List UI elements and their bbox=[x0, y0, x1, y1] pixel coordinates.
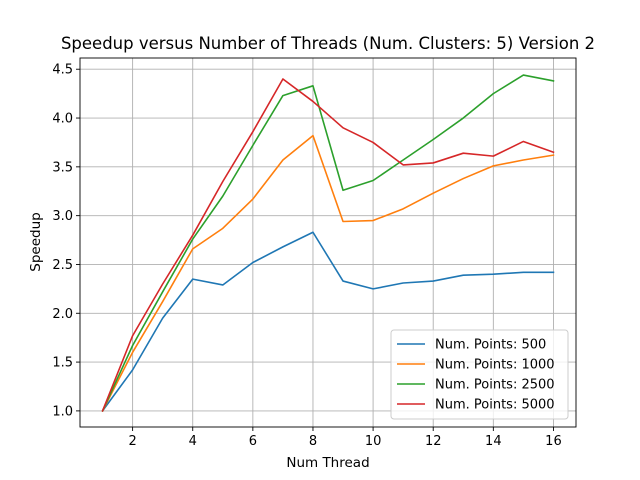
x-tick-label: 6 bbox=[249, 434, 257, 449]
chart-title: Speedup versus Number of Threads (Num. C… bbox=[61, 34, 595, 53]
y-axis: 1.0 1.5 2.0 2.5 3.0 3.5 4.0 4.5 bbox=[52, 63, 80, 419]
series-line-2 bbox=[101, 134, 555, 412]
legend-label: Num. Points: 500 bbox=[435, 338, 546, 353]
x-tick-label: 4 bbox=[189, 434, 197, 449]
series-line-1 bbox=[101, 231, 555, 413]
plot-frame bbox=[79, 57, 577, 428]
y-tick-label: 1.5 bbox=[52, 356, 73, 371]
y-tick-label: 3.5 bbox=[52, 160, 73, 175]
y-tick-label: 1.0 bbox=[52, 404, 73, 419]
x-tick-label: 2 bbox=[128, 434, 136, 449]
x-tick-label: 8 bbox=[309, 434, 317, 449]
y-tick-label: 4.5 bbox=[52, 63, 73, 78]
y-tick-label: 2.5 bbox=[52, 258, 73, 273]
y-tick-label: 3.0 bbox=[52, 209, 73, 224]
series-line-3 bbox=[101, 74, 555, 412]
y-axis-label: Speedup bbox=[28, 212, 44, 271]
legend: Num. Points: 500 Num. Points: 1000 Num. Po… bbox=[390, 329, 569, 420]
legend-label: Num. Points: 2500 bbox=[435, 378, 555, 393]
x-tick-label: 12 bbox=[425, 434, 442, 449]
series-lines bbox=[101, 74, 555, 413]
x-tick-label: 10 bbox=[365, 434, 382, 449]
legend-label: Num. Points: 5000 bbox=[435, 398, 555, 413]
x-tick-label: 16 bbox=[545, 434, 562, 449]
x-axis-label: Num Thread bbox=[286, 455, 369, 471]
y-tick-label: 2.0 bbox=[52, 307, 73, 322]
x-tick-label: 14 bbox=[485, 434, 502, 449]
legend-box bbox=[390, 329, 569, 420]
y-tick-label: 4.0 bbox=[52, 112, 73, 127]
legend-label: Num. Points: 1000 bbox=[435, 358, 555, 373]
x-axis: 2 4 6 8 10 12 14 16 bbox=[128, 427, 562, 449]
series-line-4 bbox=[101, 78, 555, 412]
